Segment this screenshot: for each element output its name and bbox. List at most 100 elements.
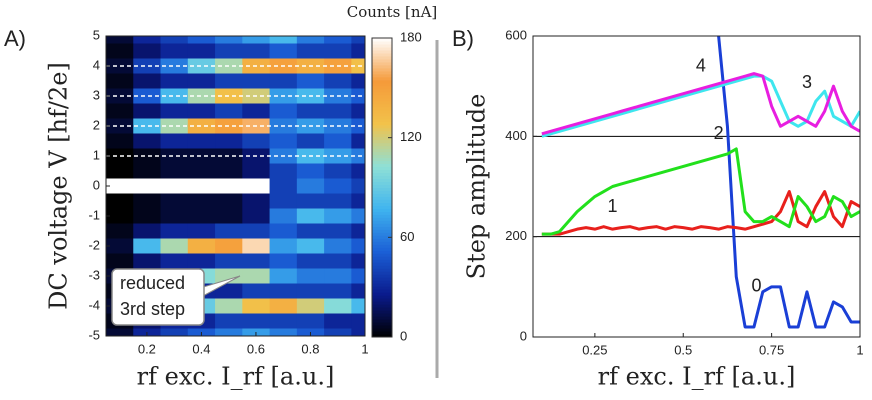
- colorbar-step: [372, 85, 392, 90]
- panel-label: B): [452, 26, 474, 51]
- heat-cell: [215, 163, 243, 179]
- colorbar-step: [372, 169, 392, 174]
- colorbar-step: [372, 175, 392, 180]
- colorbar-step: [372, 307, 392, 311]
- y-tick-label: 400: [505, 128, 527, 143]
- annotation: reduced: [120, 273, 185, 293]
- heat-cell: [106, 163, 134, 179]
- heat-cell: [215, 36, 243, 44]
- colorbar-step: [372, 274, 392, 278]
- heat-cell: [215, 298, 243, 314]
- colorbar-step: [372, 58, 392, 63]
- heat-cell: [160, 133, 189, 149]
- heat-cell: [269, 36, 298, 44]
- heat-cell: [160, 328, 189, 336]
- colorbar-step: [372, 319, 392, 323]
- colorbar-step: [372, 325, 392, 329]
- heat-cell: [187, 73, 216, 89]
- colorbar-step: [372, 130, 392, 135]
- y-tick-label: 2: [93, 117, 100, 132]
- heat-cell: [106, 223, 134, 239]
- colorbar-step: [372, 331, 392, 335]
- heat-cell: [269, 268, 298, 284]
- heat-cell: [296, 313, 325, 329]
- colorbar-step: [372, 79, 392, 84]
- heat-cell: [133, 148, 162, 164]
- heat-cell: [351, 36, 365, 44]
- x-tick-label: 0.2: [138, 341, 156, 356]
- heat-cell: [324, 208, 352, 224]
- heat-cell: [133, 193, 162, 209]
- heat-cell: [187, 223, 216, 239]
- colorbar-step: [372, 226, 392, 230]
- heat-cell: [296, 36, 325, 44]
- heat-cell: [296, 103, 325, 119]
- heat-cell: [187, 163, 216, 179]
- heat-cell: [269, 253, 298, 269]
- heat-cell: [324, 73, 352, 89]
- heat-cell: [160, 36, 189, 44]
- y-tick-label: 4: [93, 57, 100, 72]
- heat-cell: [160, 253, 189, 269]
- heatmap: [106, 36, 365, 336]
- colorbar-step: [372, 136, 392, 141]
- y-tick-label: 0: [93, 177, 100, 192]
- colorbar-step: [372, 280, 392, 284]
- heat-cell: [133, 178, 162, 194]
- heat-cell: [269, 223, 298, 239]
- heat-cell: [242, 36, 271, 44]
- heat-cell: [324, 283, 352, 299]
- heat-cell: [324, 298, 352, 314]
- heat-cell: [215, 103, 243, 119]
- heat-cell: [242, 163, 271, 179]
- colorbar-step: [372, 82, 392, 87]
- colorbar-step: [372, 70, 392, 75]
- colorbar-step: [372, 178, 392, 183]
- x-tick-label: 1: [361, 341, 368, 356]
- colorbar-step: [372, 283, 392, 287]
- colorbar-step: [372, 208, 392, 212]
- x-tick-label: 0.5: [674, 342, 692, 357]
- heat-cell: [133, 238, 162, 254]
- colorbar-step: [372, 301, 392, 305]
- heat-cell: [106, 148, 134, 164]
- colorbar-step: [372, 112, 392, 117]
- heat-cell: [324, 103, 352, 119]
- heat-cell: [160, 73, 189, 89]
- heat-cell: [296, 43, 325, 59]
- heat-cell: [160, 163, 189, 179]
- colorbar-step: [372, 193, 392, 197]
- heat-cell: [269, 163, 298, 179]
- colorbar-step: [372, 298, 392, 302]
- y-tick-label: -5: [88, 327, 100, 342]
- heat-cell: [242, 193, 271, 209]
- heat-cell: [133, 58, 162, 74]
- y-tick-label: -4: [88, 297, 100, 312]
- heat-cell: [106, 253, 134, 269]
- heat-cell: [269, 283, 298, 299]
- y-axis-label: Step amplitude: [463, 94, 491, 280]
- heat-cell: [187, 193, 216, 209]
- heat-cell: [324, 133, 352, 149]
- x-axis-label: rf exc. I_rf [a.u.]: [137, 363, 335, 391]
- heat-cell: [106, 208, 134, 224]
- heat-cell: [296, 208, 325, 224]
- colorbar-tick-label: 0: [400, 328, 407, 343]
- heat-cell: [324, 223, 352, 239]
- heat-cell: [296, 223, 325, 239]
- colorbar-step: [372, 142, 392, 147]
- heat-cell: [106, 73, 134, 89]
- y-tick-label: -2: [88, 237, 100, 252]
- series-label: 0: [751, 276, 761, 296]
- heat-cell: [351, 163, 365, 179]
- x-tick-label: 0.75: [759, 342, 784, 357]
- colorbar-step: [372, 253, 392, 257]
- colorbar-step: [372, 268, 392, 272]
- colorbar-tick-label: 180: [400, 29, 422, 44]
- series-line: [717, 36, 860, 329]
- heat-cell: [351, 328, 365, 336]
- heat-cell: [215, 223, 243, 239]
- colorbar-step: [372, 172, 392, 177]
- heat-cell: [269, 133, 298, 149]
- heat-cell: [160, 208, 189, 224]
